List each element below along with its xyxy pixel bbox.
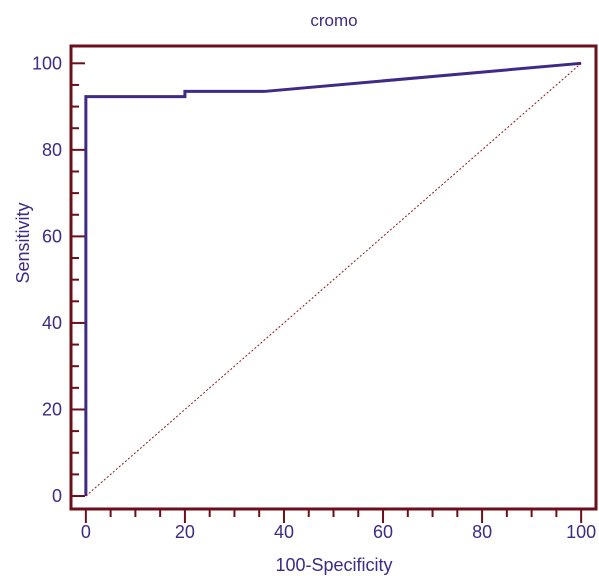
x-tick-label: 80 <box>472 522 492 542</box>
x-tick-label: 100 <box>566 522 596 542</box>
series-layer <box>84 61 582 497</box>
y-tick-label: 0 <box>52 486 62 506</box>
y-tick-label: 40 <box>42 313 62 333</box>
x-tick-label: 20 <box>175 522 195 542</box>
x-tick-label: 60 <box>373 522 393 542</box>
tick-labels: 0 20 40 60 80 100 0 20 40 60 80 100 <box>32 53 596 542</box>
roc-curve <box>84 61 582 497</box>
y-tick-label: 60 <box>42 226 62 246</box>
x-tick-label: 0 <box>81 522 91 542</box>
x-tick-label: 40 <box>274 522 294 542</box>
axis-ticks <box>71 62 583 523</box>
y-tick-label: 80 <box>42 140 62 160</box>
y-tick-label: 100 <box>32 53 62 73</box>
reference-line <box>85 62 582 497</box>
y-axis-label: Sensitivity <box>13 202 33 283</box>
y-tick-label: 20 <box>42 399 62 419</box>
chart-title: cromo <box>310 11 357 30</box>
x-axis-label: 100-Specificity <box>275 555 392 575</box>
